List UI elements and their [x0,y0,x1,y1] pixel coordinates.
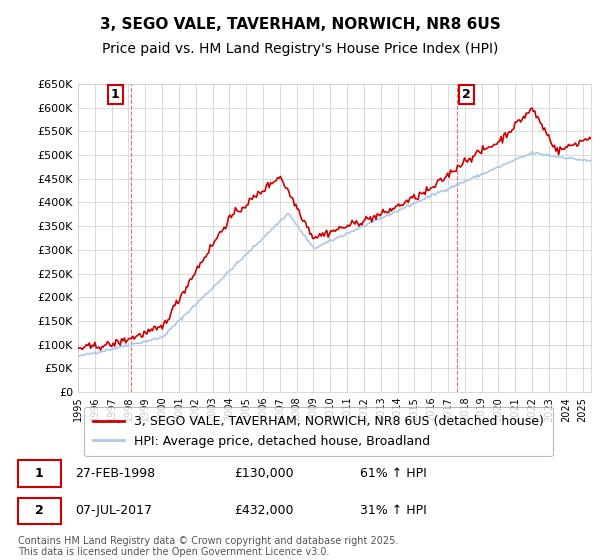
Text: 3, SEGO VALE, TAVERHAM, NORWICH, NR8 6US: 3, SEGO VALE, TAVERHAM, NORWICH, NR8 6US [100,17,500,32]
Legend: 3, SEGO VALE, TAVERHAM, NORWICH, NR8 6US (detached house), HPI: Average price, d: 3, SEGO VALE, TAVERHAM, NORWICH, NR8 6US… [84,407,553,456]
Text: Contains HM Land Registry data © Crown copyright and database right 2025.
This d: Contains HM Land Registry data © Crown c… [18,535,398,557]
Text: 1: 1 [111,88,119,101]
Text: £130,000: £130,000 [235,467,294,480]
FancyBboxPatch shape [18,497,61,524]
FancyBboxPatch shape [18,460,61,487]
Text: Price paid vs. HM Land Registry's House Price Index (HPI): Price paid vs. HM Land Registry's House … [102,42,498,56]
Text: 2: 2 [35,505,43,517]
Text: 27-FEB-1998: 27-FEB-1998 [75,467,155,480]
Text: 2: 2 [462,88,470,101]
Text: £432,000: £432,000 [235,505,294,517]
Text: 61% ↑ HPI: 61% ↑ HPI [360,467,427,480]
Text: 1: 1 [35,467,43,480]
Text: 07-JUL-2017: 07-JUL-2017 [75,505,152,517]
Text: 31% ↑ HPI: 31% ↑ HPI [360,505,427,517]
